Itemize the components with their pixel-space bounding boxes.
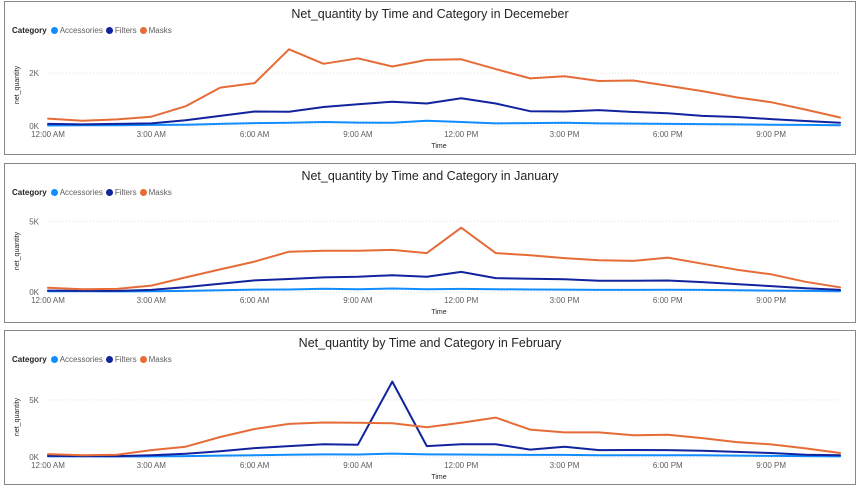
series-line-filters — [47, 97, 841, 126]
legend-marker-accessories — [50, 356, 58, 363]
legend-item-masks[interactable]: Masks — [139, 26, 172, 35]
chart-panel-february[interactable]: Net_quantity by Time and Category in Feb… — [4, 330, 856, 485]
x-tick-label: 6:00 AM — [240, 461, 270, 470]
legend-item-filters[interactable]: Filters — [105, 26, 137, 35]
line-chart: 0K 5K 12:00 AM 3:00 AM 6:00 AM 9:00 AM 12:00 P… — [14, 217, 841, 316]
legend-label: Filters — [114, 26, 137, 35]
legend-marker-filters — [105, 27, 113, 34]
legend-title: Category — [12, 26, 47, 35]
x-tick-label: 12:00 AM — [31, 296, 65, 305]
y-tick-label: 0K — [29, 453, 39, 462]
x-tick-label: 9:00 PM — [756, 130, 786, 139]
legend-marker-filters — [105, 189, 113, 196]
legend-label: Masks — [148, 26, 172, 35]
series-line-accessories — [47, 119, 841, 127]
x-tick-label: 6:00 PM — [653, 296, 683, 305]
x-tick-label: 12:00 PM — [444, 461, 479, 470]
legend-item-accessories[interactable]: Accessories — [50, 188, 103, 197]
y-tick-label: 0K — [29, 122, 39, 131]
legend: Category Accessories Filters Masks — [12, 26, 175, 35]
legend-label: Accessories — [59, 188, 103, 197]
series-line-accessories — [47, 287, 841, 293]
legend: Category Accessories Filters Masks — [12, 188, 175, 197]
x-axis-title: Time — [431, 309, 446, 316]
chart-panel-december[interactable]: Net_quantity by Time and Category in Dec… — [4, 1, 856, 155]
legend-item-filters[interactable]: Filters — [105, 188, 137, 197]
y-tick-label: 5K — [29, 217, 39, 226]
chart-title: Net_quantity by Time and Category in Jan… — [301, 169, 559, 183]
legend-item-accessories[interactable]: Accessories — [50, 355, 103, 364]
x-tick-label: 12:00 AM — [31, 461, 65, 470]
x-tick-label: 6:00 AM — [240, 296, 270, 305]
chart-panel-january[interactable]: Net_quantity by Time and Category in Jan… — [4, 163, 856, 323]
legend-title: Category — [12, 355, 47, 364]
x-tick-label: 9:00 AM — [343, 130, 373, 139]
x-tick-label: 9:00 PM — [756, 461, 786, 470]
legend-marker-masks — [139, 27, 147, 34]
x-tick-label: 3:00 AM — [137, 461, 167, 470]
x-tick-label: 3:00 AM — [137, 296, 167, 305]
y-axis-title: net_quantity — [14, 231, 21, 270]
legend-marker-accessories — [50, 189, 58, 196]
series-line-masks — [47, 48, 841, 122]
x-tick-label: 3:00 PM — [550, 461, 580, 470]
y-tick-label: 0K — [29, 288, 39, 297]
x-tick-label: 6:00 AM — [240, 130, 270, 139]
legend-marker-accessories — [50, 27, 58, 34]
legend: Category Accessories Filters Masks — [12, 355, 175, 364]
line-chart: 0K 5K 12:00 AM 3:00 AM 6:00 AM 9:00 AM 12:00 P… — [14, 380, 841, 481]
chart-title: Net_quantity by Time and Category in Feb… — [298, 336, 562, 350]
x-tick-label: 3:00 PM — [550, 130, 580, 139]
line-chart: 0K 2K 12:00 AM 3:00 AM 6:00 AM 9:00 AM 12:00 P… — [14, 48, 841, 150]
series-line-filters — [47, 380, 841, 458]
legend-item-masks[interactable]: Masks — [139, 188, 172, 197]
legend-item-filters[interactable]: Filters — [105, 355, 137, 364]
y-axis-title: net_quantity — [14, 397, 21, 436]
legend-label: Filters — [114, 188, 137, 197]
x-tick-label: 12:00 PM — [444, 296, 479, 305]
legend-item-masks[interactable]: Masks — [139, 355, 172, 364]
legend-label: Masks — [148, 355, 172, 364]
x-tick-label: 3:00 AM — [137, 130, 167, 139]
x-tick-label: 9:00 PM — [756, 296, 786, 305]
x-tick-label: 9:00 AM — [343, 296, 373, 305]
series-line-accessories — [47, 452, 841, 458]
legend-label: Accessories — [59, 26, 103, 35]
legend-label: Accessories — [59, 355, 103, 364]
legend-item-accessories[interactable]: Accessories — [50, 26, 103, 35]
series-line-filters — [47, 270, 841, 292]
x-tick-label: 6:00 PM — [653, 461, 683, 470]
x-axis-title: Time — [431, 474, 446, 481]
x-tick-label: 12:00 AM — [31, 130, 65, 139]
y-axis-title: net_quantity — [14, 65, 21, 104]
x-tick-label: 3:00 PM — [550, 296, 580, 305]
series-line-masks — [47, 226, 841, 291]
legend-marker-masks — [139, 356, 147, 363]
y-tick-label: 5K — [29, 396, 39, 405]
legend-title: Category — [12, 188, 47, 197]
legend-marker-masks — [139, 189, 147, 196]
x-tick-label: 9:00 AM — [343, 461, 373, 470]
legend-label: Filters — [114, 355, 137, 364]
x-axis-title: Time — [431, 143, 446, 150]
legend-marker-filters — [105, 356, 113, 363]
x-tick-label: 6:00 PM — [653, 130, 683, 139]
series-line-masks — [47, 416, 841, 457]
x-tick-label: 12:00 PM — [444, 130, 479, 139]
y-tick-label: 2K — [29, 69, 39, 78]
legend-label: Masks — [148, 188, 172, 197]
chart-title: Net_quantity by Time and Category in Dec… — [291, 7, 569, 21]
